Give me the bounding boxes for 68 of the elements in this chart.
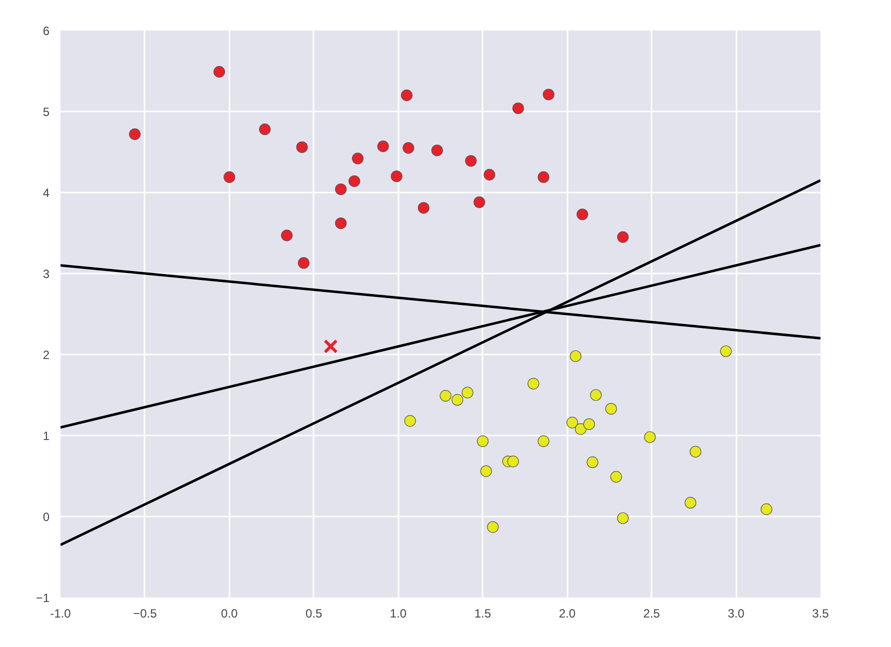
point <box>400 90 413 102</box>
y-tick-label: 5 <box>42 105 50 119</box>
point <box>570 350 582 362</box>
point <box>281 230 293 242</box>
point <box>465 155 477 167</box>
point <box>590 389 602 401</box>
point <box>296 141 308 153</box>
point <box>566 416 578 428</box>
y-tick-label: −1 <box>36 591 50 605</box>
point <box>352 152 364 164</box>
point <box>617 231 629 243</box>
point <box>431 144 443 156</box>
point <box>760 503 772 515</box>
point <box>583 418 595 430</box>
x-tick-label: −0.5 <box>133 606 158 620</box>
x-tick-label: 1.5 <box>474 606 492 620</box>
point <box>452 394 464 406</box>
point <box>440 390 452 402</box>
x-tick-label: 3.0 <box>728 606 745 620</box>
y-tick-label: 0 <box>42 510 50 524</box>
point <box>335 217 347 230</box>
x-tick-label: 0.5 <box>305 606 322 620</box>
x-tick-label: 2.0 <box>558 606 576 620</box>
point <box>538 171 550 183</box>
point <box>542 88 554 100</box>
point <box>720 345 732 358</box>
point <box>213 66 226 78</box>
x-tick-label: 0.0 <box>221 606 238 620</box>
point <box>586 456 598 468</box>
point <box>418 202 430 214</box>
point <box>487 521 499 533</box>
point <box>324 339 338 354</box>
point <box>476 435 489 447</box>
y-tick-label: 6 <box>42 24 50 38</box>
point <box>610 471 622 483</box>
point <box>512 102 524 114</box>
point <box>259 124 271 136</box>
point <box>224 171 236 183</box>
point <box>474 196 486 208</box>
point <box>462 386 474 398</box>
x-tick-label: -1.0 <box>50 606 72 620</box>
point <box>480 465 492 477</box>
point <box>377 140 389 152</box>
point <box>528 378 540 390</box>
point <box>402 142 414 154</box>
point <box>298 257 310 269</box>
point <box>644 431 656 443</box>
x-tick-label: 3.5 <box>812 606 830 620</box>
x-tick-label: 1.0 <box>390 606 407 620</box>
y-tick-label: 2 <box>42 348 50 362</box>
point <box>348 175 360 187</box>
point <box>129 128 141 140</box>
y-tick-label: 3 <box>42 267 50 281</box>
point <box>605 402 617 415</box>
point <box>538 435 550 447</box>
y-tick-label: 4 <box>42 186 50 200</box>
point <box>335 183 347 196</box>
point <box>617 512 629 524</box>
y-tick-label: 1 <box>42 429 50 443</box>
point <box>404 415 416 427</box>
point <box>690 446 702 458</box>
point <box>684 496 696 509</box>
point <box>507 456 519 468</box>
point <box>576 208 588 220</box>
point <box>390 170 402 182</box>
x-tick-label: 2.5 <box>643 606 660 620</box>
point <box>484 168 496 180</box>
point <box>574 423 586 435</box>
